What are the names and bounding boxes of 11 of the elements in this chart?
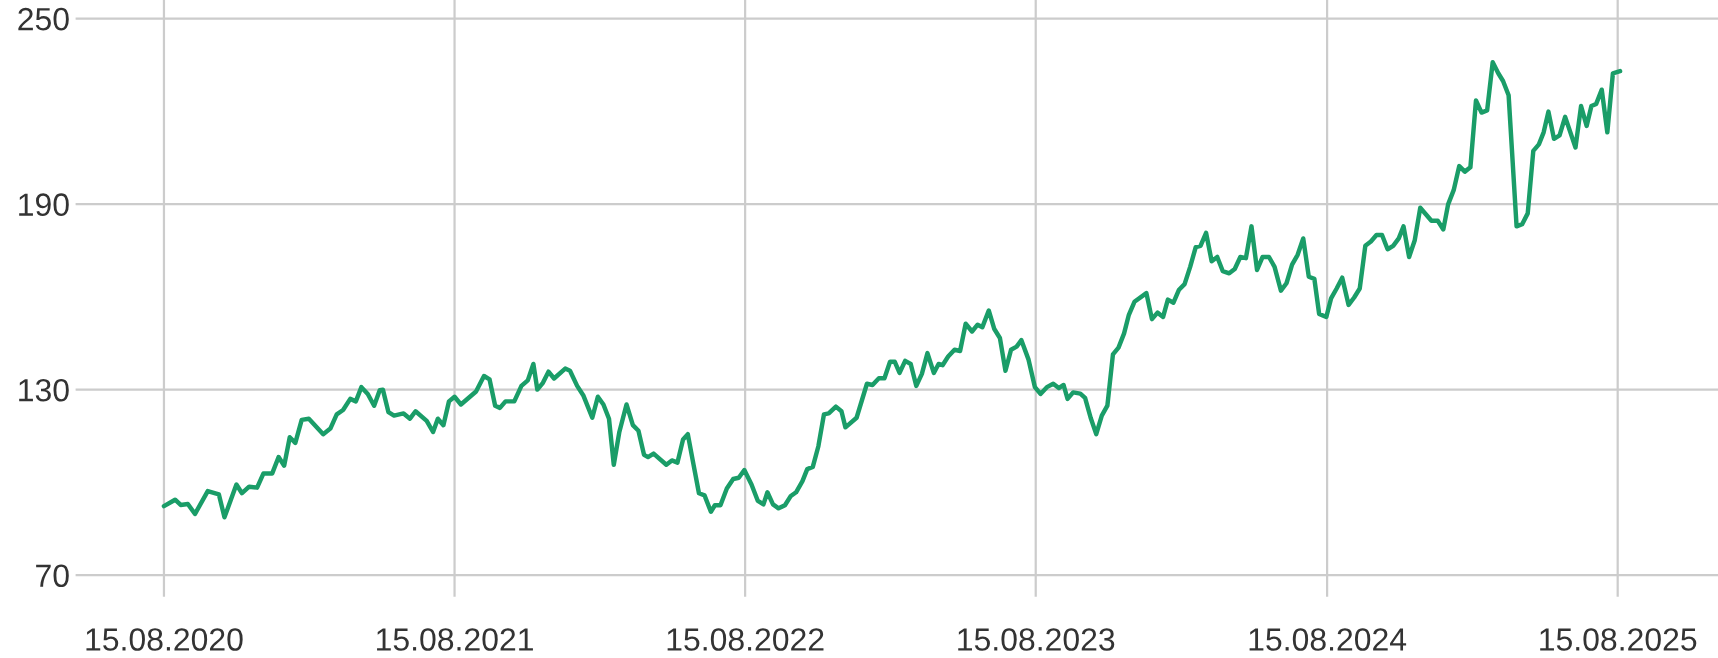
x-tick-label: 15.08.2021 — [377, 628, 533, 651]
x-tick-label: 15.08.2025 — [1540, 628, 1697, 651]
y-tick-label: 70 — [36, 564, 69, 588]
line-series — [161, 59, 1623, 520]
x-tick-label: 15.08.2023 — [958, 628, 1115, 651]
x-tick-label: 15.08.2024 — [1249, 628, 1407, 651]
x-tick-label: 15.08.2020 — [86, 628, 243, 651]
y-tick-label: 190 — [19, 193, 69, 216]
y-tick-label: 130 — [19, 378, 69, 402]
x-tick-label: 15.08.2022 — [667, 628, 824, 651]
y-tick-label: 250 — [18, 7, 69, 31]
